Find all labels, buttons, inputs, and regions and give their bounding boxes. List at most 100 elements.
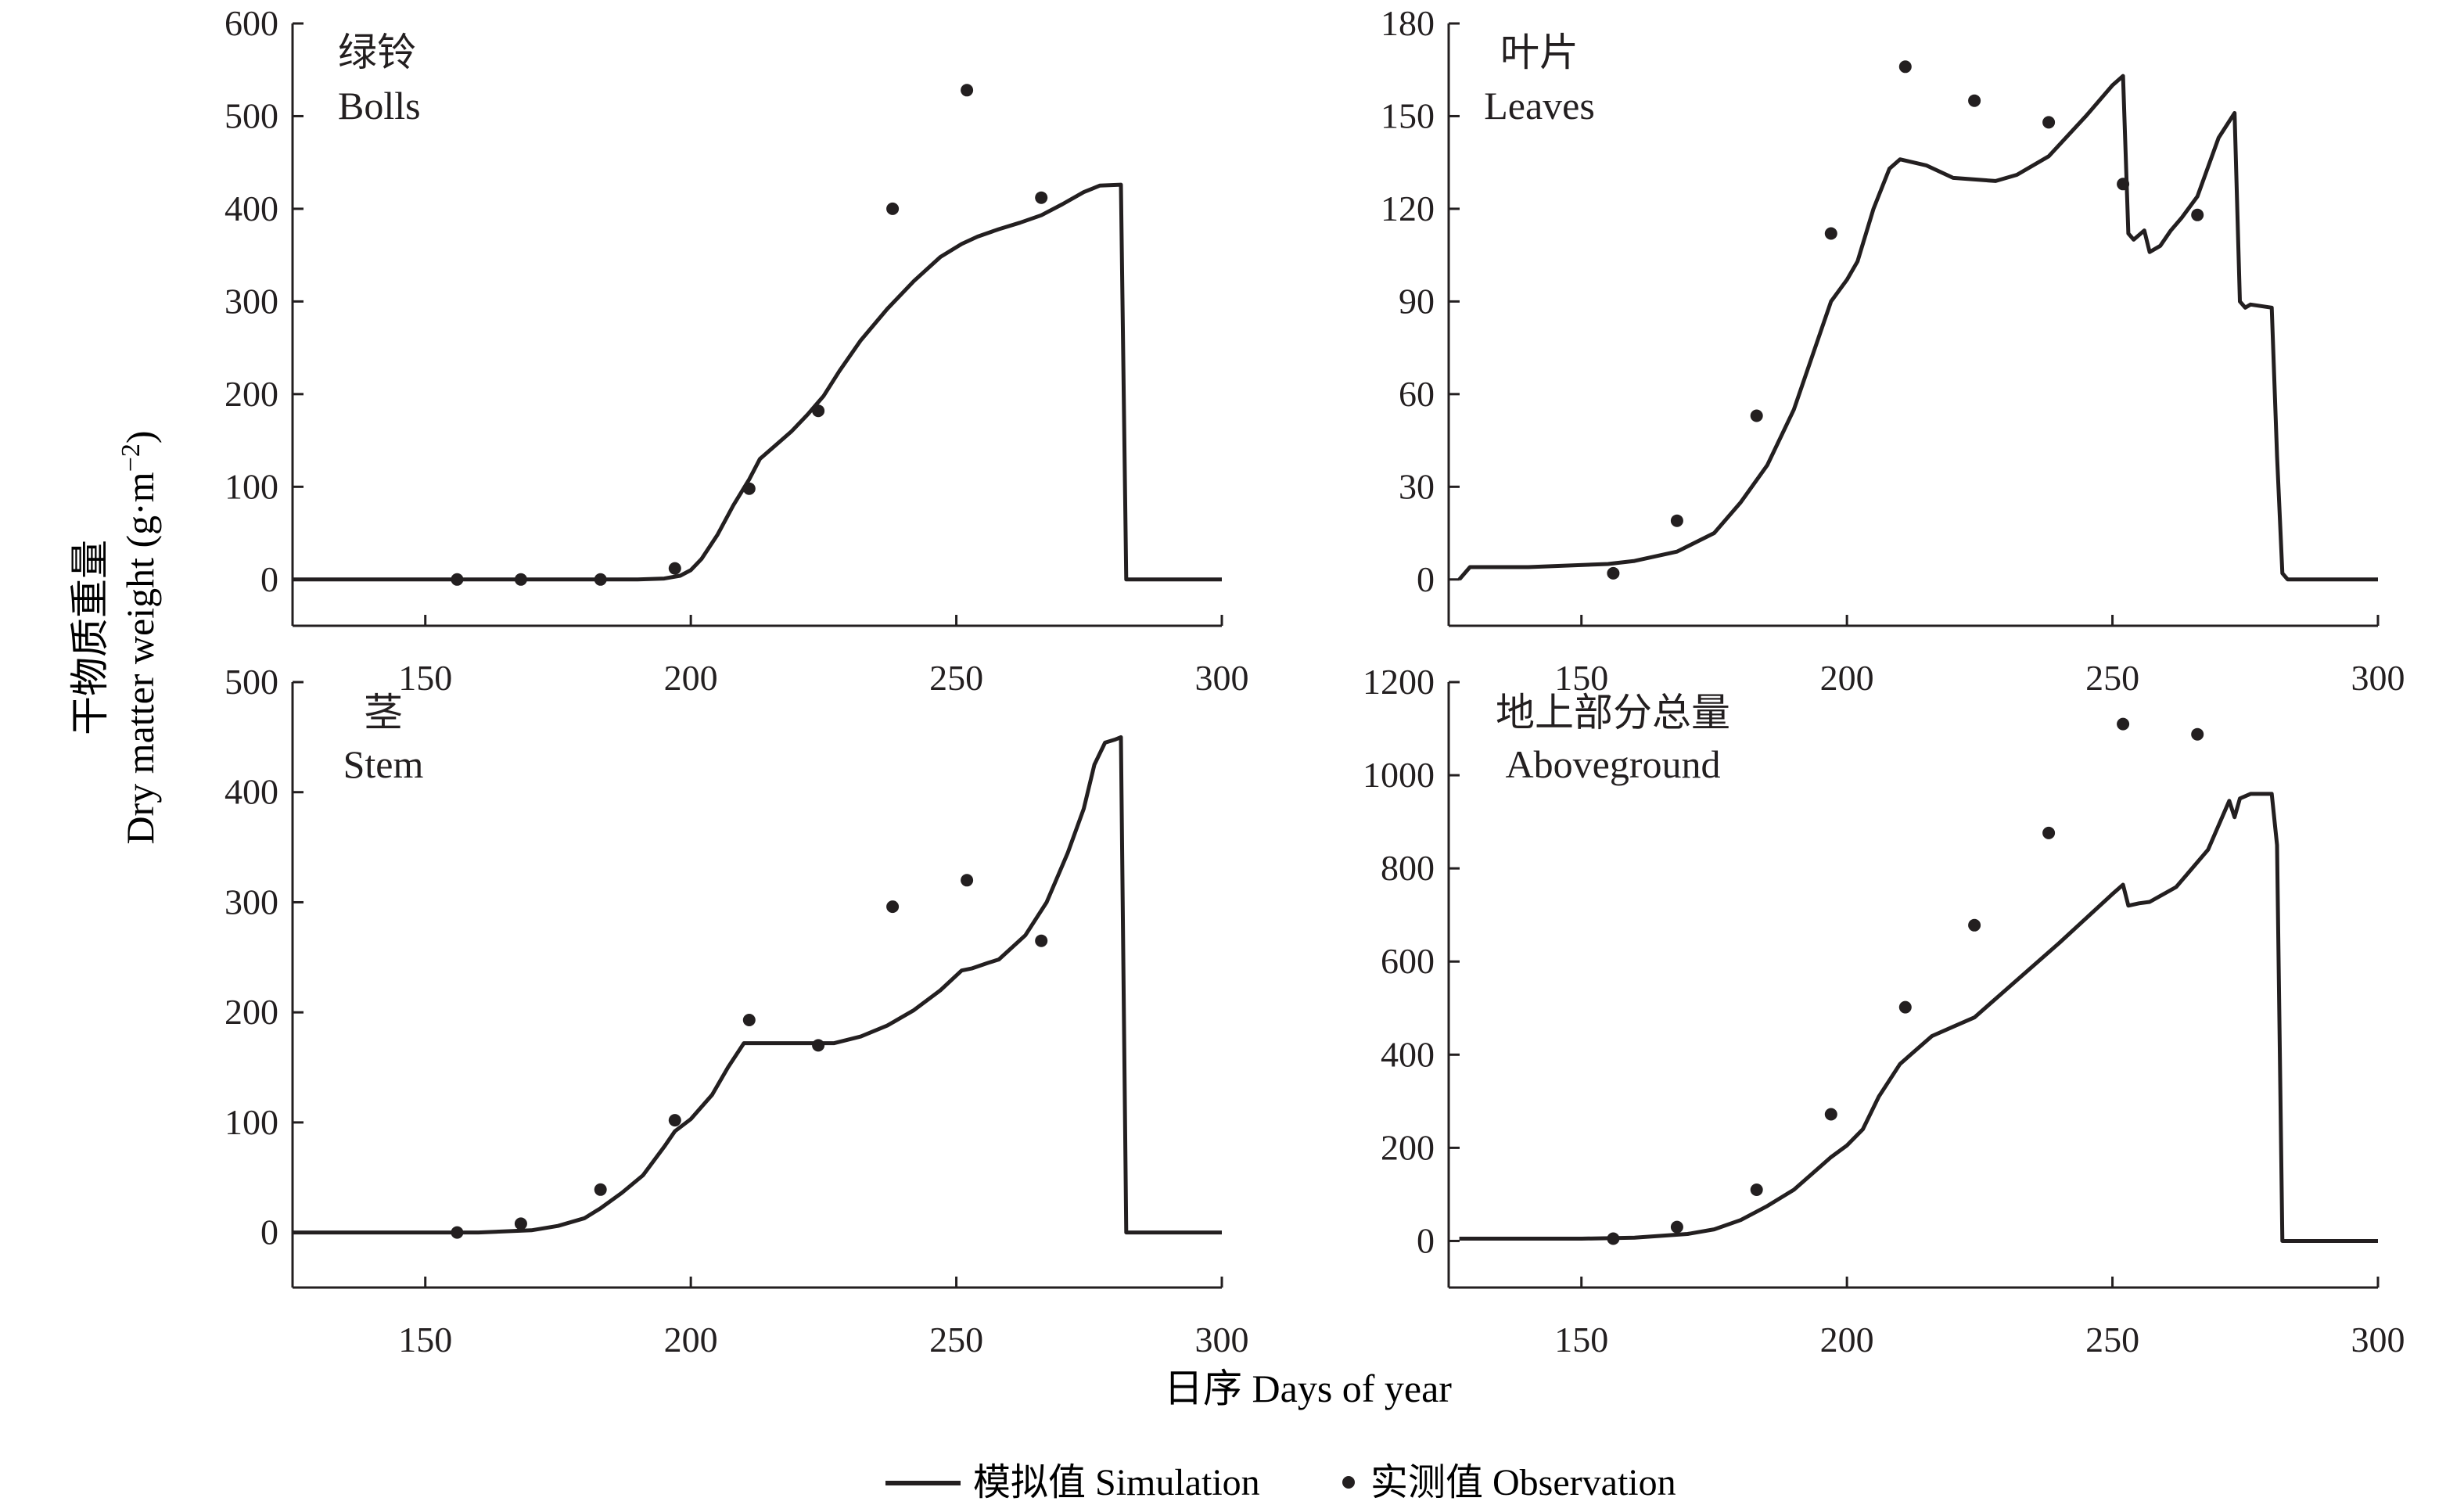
x-tick-label: 250 (2085, 1320, 2139, 1360)
legend-dot-swatch (1342, 1476, 1355, 1489)
observation-point-aboveground (2042, 826, 2056, 839)
x-tick-label: 300 (1195, 1320, 1249, 1360)
panel-bolls: 0 100 200 300 400 500 600 150 200 250 300 绿铃 Bolls (224, 3, 1249, 698)
y-tick-label: 0 (260, 1212, 278, 1252)
observation-point-leaves (2117, 178, 2130, 191)
simulation-line-leaves (1457, 74, 2378, 582)
y-tick-label: 30 (1399, 466, 1435, 506)
observation-point-leaves (1898, 60, 1912, 74)
y-tick-label: 120 (1381, 189, 1435, 228)
observation-point-aboveground (2191, 727, 2204, 741)
panel-stem: 0 100 200 300 400 500 150 200 250 300 茎 Stem (224, 662, 1249, 1360)
observation-point-leaves (1824, 227, 1837, 240)
y-axis-label-close-paren: ) (118, 430, 162, 444)
y-tick-label: 60 (1399, 374, 1435, 414)
simulation-line-aboveground (1459, 792, 2378, 1243)
y-tick-label: 400 (1381, 1034, 1435, 1074)
x-tick-label: 200 (664, 1320, 718, 1360)
y-tick-label: 200 (1381, 1127, 1435, 1167)
observation-point-aboveground (1670, 1220, 1683, 1234)
x-tick-label: 250 (929, 1320, 983, 1360)
observation-point-bolls (961, 84, 974, 97)
observation-point-bolls (514, 573, 527, 586)
y-tick-label: 300 (224, 882, 278, 921)
observation-point-aboveground (1750, 1184, 1763, 1196)
y-tick-label: 1200 (1363, 662, 1435, 702)
y-tick-label: 0 (260, 559, 278, 599)
y-tick-label: 100 (224, 1102, 278, 1142)
observation-point-leaves (1750, 409, 1763, 422)
y-tick-label: 0 (1417, 559, 1435, 599)
x-tick-label: 200 (1820, 658, 1874, 698)
observation-point-leaves (2191, 208, 2204, 221)
observation-point-stem (886, 900, 900, 914)
legend: 模拟值 Simulation 实测值 Observation (885, 1462, 1676, 1503)
panel-title-cn: 叶片 (1500, 31, 1579, 74)
observation-point-bolls (668, 562, 681, 575)
panel-title-en: Stem (343, 742, 424, 786)
observation-point-stem (594, 1183, 607, 1196)
y-axis-label-superscript: −2 (117, 444, 145, 472)
observation-point-stem (812, 1039, 825, 1052)
observation-point-aboveground (1898, 1000, 1912, 1014)
observation-point-aboveground (2117, 717, 2130, 731)
observation-point-stem (961, 874, 974, 887)
observation-point-aboveground (1968, 918, 1981, 932)
x-tick-label: 300 (2351, 658, 2405, 698)
y-tick-label: 300 (224, 281, 278, 321)
panel-title-cn: 地上部分总量 (1496, 691, 1730, 735)
y-tick-label: 500 (224, 95, 278, 135)
panel-title-en: Aboveground (1506, 742, 1721, 786)
y-tick-label: 200 (224, 992, 278, 1032)
observation-point-stem (668, 1114, 681, 1127)
y-tick-label: 0 (1417, 1220, 1435, 1260)
y-tick-label: 100 (224, 466, 278, 506)
x-tick-label: 150 (1554, 1320, 1608, 1360)
observation-point-leaves (1607, 566, 1620, 580)
observation-point-bolls (451, 573, 464, 586)
y-tick-label: 180 (1381, 3, 1435, 43)
observation-point-leaves (2042, 116, 2056, 129)
x-tick-label: 200 (1820, 1320, 1874, 1360)
observation-point-bolls (886, 202, 900, 215)
y-tick-label: 600 (1381, 941, 1435, 981)
observation-point-stem (742, 1014, 756, 1026)
observation-point-aboveground (1607, 1232, 1620, 1245)
panel-title-cn: 茎 (364, 691, 403, 735)
x-tick-label: 300 (2351, 1320, 2405, 1360)
observation-point-bolls (594, 573, 607, 586)
x-tick-label: 150 (398, 658, 452, 698)
x-tick-label: 200 (664, 658, 718, 698)
y-axis-label-en-main: Dry matter weight (g·m (118, 472, 162, 844)
y-axis-label-cn: 干物质重量 (68, 540, 112, 735)
simulation-line-bolls (293, 182, 1222, 582)
x-axis-label: 日序 Days of year (1164, 1367, 1452, 1410)
legend-simulation-label: 模拟值 Simulation (973, 1462, 1260, 1503)
panel-aboveground: 0 200 400 600 800 1000 1200 150 200 250 300 地上部分总量 A… (1363, 662, 2405, 1360)
y-tick-label: 600 (224, 3, 278, 43)
y-tick-label: 200 (224, 374, 278, 414)
observation-point-bolls (742, 482, 756, 495)
observation-point-bolls (812, 404, 825, 418)
y-tick-label: 90 (1399, 281, 1435, 321)
x-tick-label: 300 (1195, 658, 1249, 698)
panel-title-cn: 绿铃 (338, 31, 416, 74)
observation-point-bolls (1035, 191, 1048, 204)
panel-title-en: Leaves (1484, 84, 1595, 128)
y-tick-label: 1000 (1363, 755, 1435, 795)
observation-point-leaves (1670, 514, 1683, 527)
y-tick-label: 800 (1381, 848, 1435, 888)
panel-title-en: Bolls (338, 84, 421, 128)
x-tick-label: 150 (398, 1320, 452, 1360)
y-tick-label: 150 (1381, 95, 1435, 135)
y-tick-label: 400 (224, 772, 278, 812)
panel-leaves: 0 30 60 90 120 150 180 150 200 250 300 叶片 Leaves (1381, 3, 2405, 698)
y-tick-label: 400 (224, 189, 278, 228)
observation-point-leaves (1968, 94, 1981, 107)
y-tick-label: 500 (224, 662, 278, 702)
x-tick-label: 250 (929, 658, 983, 698)
observation-point-stem (451, 1226, 464, 1239)
y-axis-label-en: Dry matter weight (g·m−2) (117, 430, 163, 844)
x-tick-label: 150 (1554, 658, 1608, 698)
